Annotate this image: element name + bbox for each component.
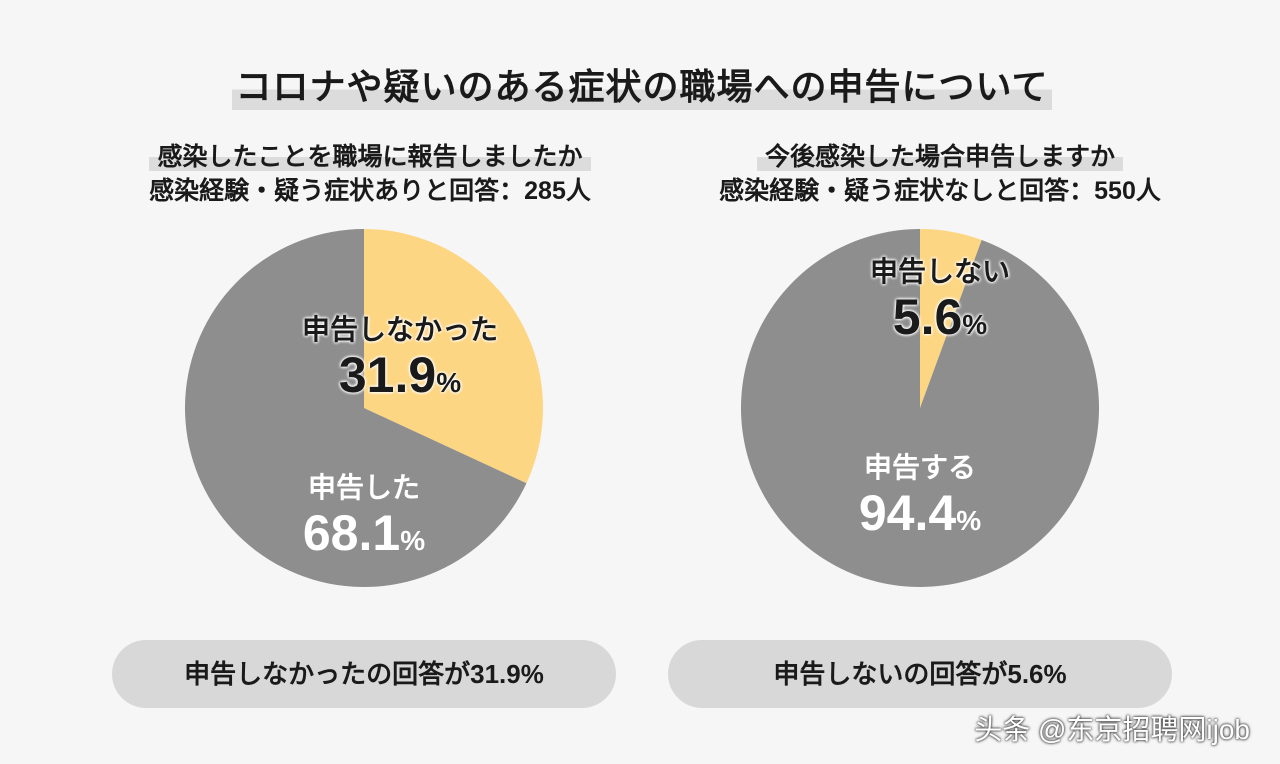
pie-1-slice-1	[364, 229, 543, 484]
chart-2-heading: 今後感染した場合申告しますか 感染経験・疑う症状なしと回答：550人	[650, 140, 1230, 208]
pie-chart-2	[741, 229, 1099, 587]
chart-2-subtitle: 感染経験・疑う症状なしと回答：550人	[719, 177, 1161, 205]
chart-2-title: 今後感染した場合申告しますか	[756, 143, 1123, 171]
chart-1-heading: 感染したことを職場に報告しましたか 感染経験・疑う症状ありと回答：285人	[90, 140, 650, 208]
page-title: コロナや疑いのある症状の職場への申告について	[232, 64, 1052, 110]
pie-chart-1	[184, 229, 543, 587]
chart-2-summary: 申告しないの回答が5.6%	[668, 640, 1172, 708]
pie-2-slice-2	[741, 229, 1099, 587]
pie-2-slice-1	[920, 229, 982, 408]
chart-1-slice-2-label: 申告した 68.1%	[302, 472, 426, 561]
chart-1-summary: 申告しなかったの回答が31.9%	[112, 640, 616, 708]
watermark: 头条 @东京招聘网ijob	[974, 714, 1250, 745]
chart-1-slice-1-label: 申告しなかった 31.9%	[301, 314, 498, 403]
chart-1-title: 感染したことを職場に報告しましたか	[149, 143, 591, 171]
pie-1-slice-2	[184, 229, 527, 587]
chart-2-slice-2-label: 申告する 94.4%	[858, 452, 982, 541]
chart-2-slice-1-label: 申告しない 5.6%	[869, 256, 1010, 345]
chart-1-subtitle: 感染経験・疑う症状ありと回答：285人	[149, 177, 591, 205]
